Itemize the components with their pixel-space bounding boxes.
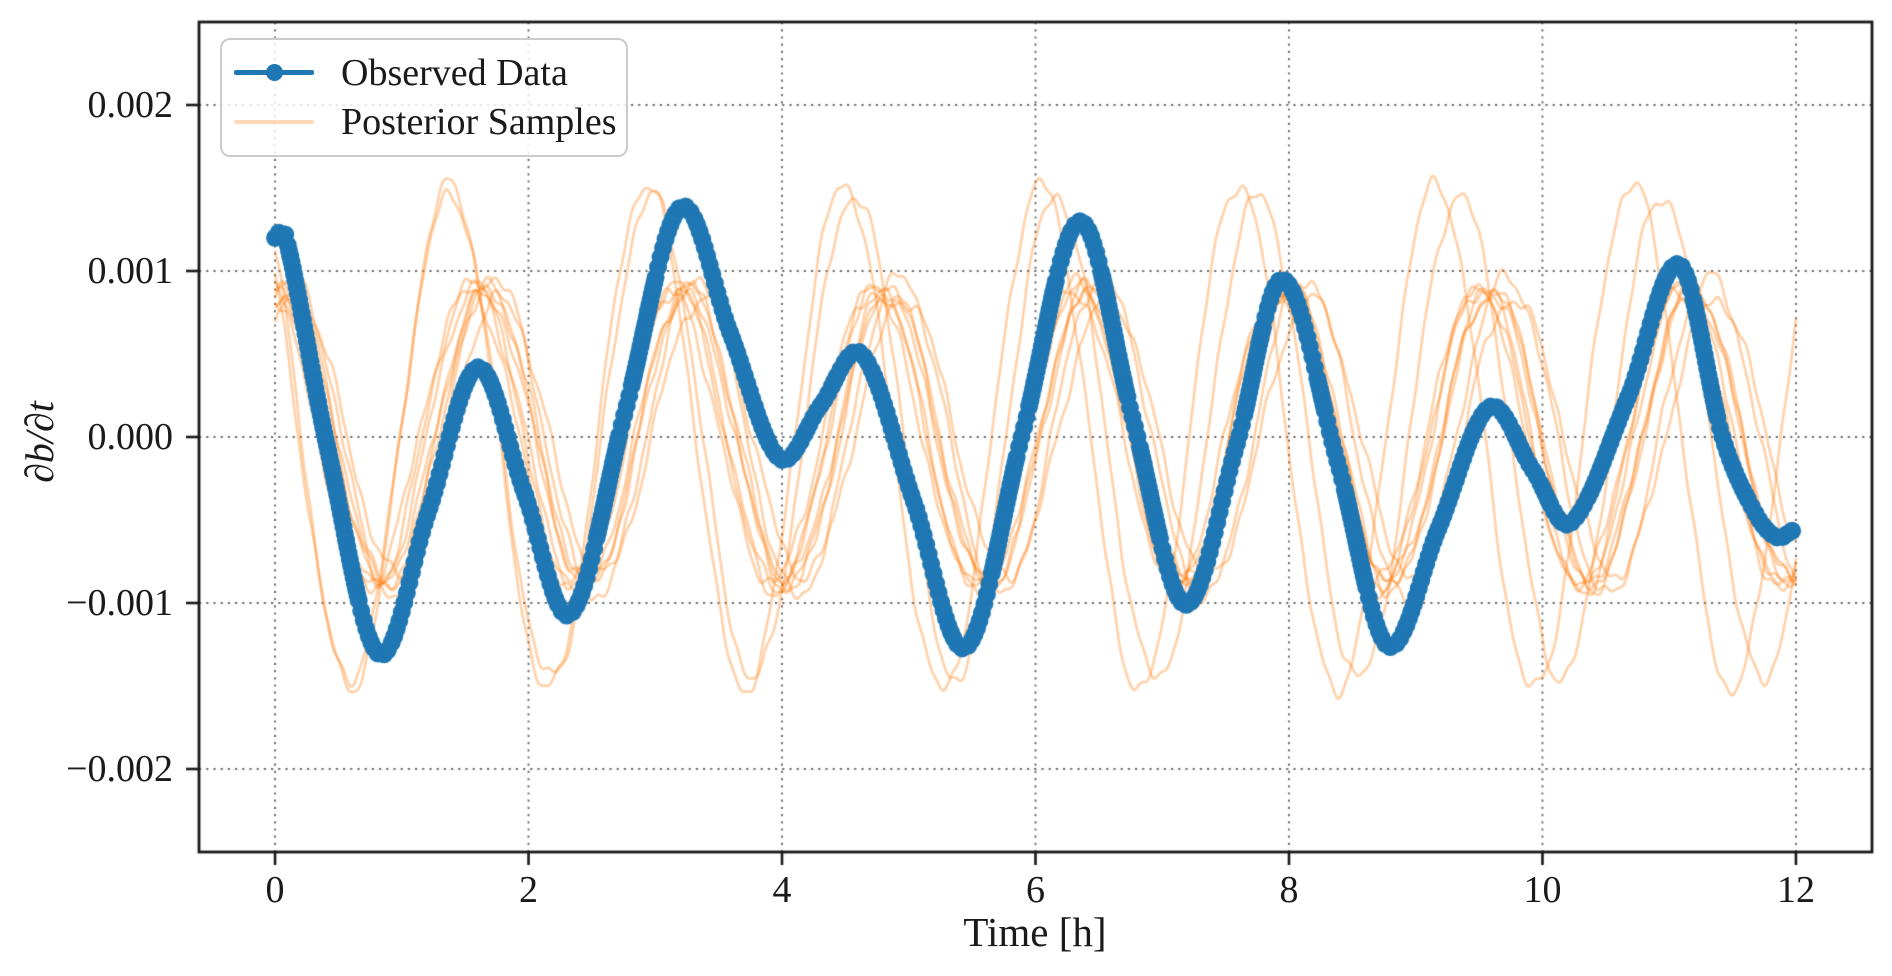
posterior-samples-line-swatch	[234, 110, 314, 134]
y-tick-label-0.000: 0.000	[87, 416, 174, 458]
y-axis-label: ∂b/∂t	[17, 401, 62, 483]
x-tick-label-4: 4	[772, 869, 792, 911]
x-tick-label-8: 8	[1279, 869, 1299, 911]
legend-label-observed-data: Observed Data	[341, 51, 568, 94]
observed-data-line-marker-swatch	[234, 61, 314, 85]
x-tick-label-2: 2	[519, 869, 539, 911]
y-tick-label-−0.002: −0.002	[66, 748, 173, 790]
observed-marker-dot-icon	[265, 64, 283, 82]
legend-item-posterior-samples: Posterior Samples	[234, 98, 617, 146]
y-tick-label-0.001: 0.001	[87, 250, 174, 292]
posterior-line-icon	[234, 120, 314, 125]
x-tick-label-0: 0	[265, 869, 285, 911]
x-axis-label: Time [h]	[963, 909, 1107, 955]
legend-item-observed-data: Observed Data	[234, 49, 614, 97]
x-tick-label-10: 10	[1523, 869, 1562, 911]
y-tick-label-0.002: 0.002	[87, 84, 174, 126]
x-tick-label-12: 12	[1776, 869, 1815, 911]
x-tick-label-6: 6	[1026, 869, 1045, 911]
y-tick-label-−0.001: −0.001	[66, 582, 173, 624]
legend: Observed Data Posterior Samples	[220, 38, 628, 157]
legend-label-posterior-samples: Posterior Samples	[341, 101, 617, 144]
